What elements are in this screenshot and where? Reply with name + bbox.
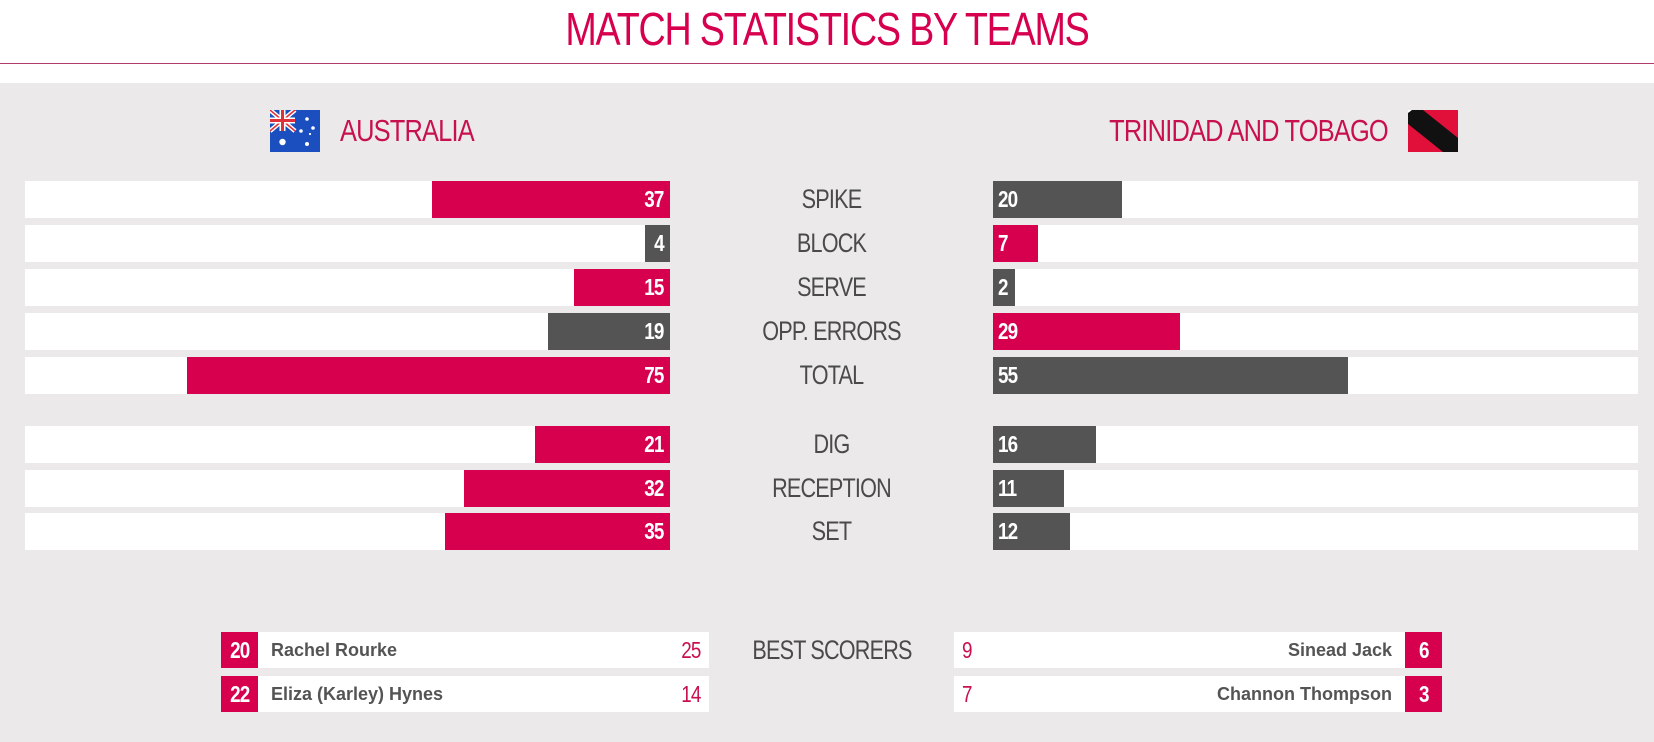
jersey-number: 20 — [229, 637, 250, 663]
stat-row-reception: 32 RECEPTION 11 — [25, 470, 1638, 507]
away-bar: 2 — [993, 269, 1015, 306]
home-value: 35 — [644, 518, 665, 544]
home-value: 4 — [654, 230, 664, 256]
player-name: Rachel Rourke — [271, 640, 398, 660]
home-value: 21 — [644, 431, 665, 457]
trinidad-and-tobago-flag-icon — [1408, 110, 1458, 152]
away-value: 12 — [998, 518, 1018, 544]
jersey-number-badge: 22 — [221, 676, 258, 712]
stat-row-dig: 21 DIG 16 — [25, 426, 1638, 463]
stat-row-block: 4 BLOCK 7 — [25, 225, 1638, 262]
stat-row-total: 75 TOTAL 55 — [25, 357, 1638, 394]
team-home-header: AUSTRALIA — [270, 110, 503, 152]
away-value: 11 — [998, 475, 1017, 501]
home-bar-track: 37 — [25, 181, 670, 218]
stat-row-spike: 37 SPIKE 20 — [25, 181, 1638, 218]
title-bar: MATCH STATISTICS BY TEAMS — [0, 0, 1654, 64]
away-value: 55 — [998, 362, 1018, 388]
away-bar-track: 2 — [993, 269, 1638, 306]
home-value: 75 — [644, 362, 665, 388]
away-bar: 55 — [993, 357, 1348, 394]
stat-row-opp-errors: 19 OPP. ERRORS 29 — [25, 313, 1638, 350]
stat-label: SERVE — [797, 272, 867, 302]
away-value: 29 — [998, 318, 1018, 344]
home-bar-track: 32 — [25, 470, 670, 507]
player-name: Sinead Jack — [1287, 640, 1392, 660]
home-value: 37 — [644, 186, 665, 212]
jersey-number-badge: 20 — [221, 632, 258, 668]
home-bar-track: 75 — [25, 357, 670, 394]
page-title: MATCH STATISTICS BY TEAMS — [565, 3, 1089, 55]
home-value: 19 — [644, 318, 665, 344]
jersey-number: 3 — [1418, 681, 1429, 707]
away-bar: 11 — [993, 470, 1064, 507]
away-bar-track: 11 — [993, 470, 1638, 507]
away-bar: 7 — [993, 225, 1038, 262]
best-scorers-label: BEST SCORERS — [752, 635, 912, 665]
away-bar: 20 — [993, 181, 1122, 218]
stat-label: DIG — [813, 429, 850, 459]
away-bar-track: 12 — [993, 513, 1638, 550]
stat-label: BLOCK — [796, 228, 867, 258]
away-scorer-row: 9 Sinead Jack 6 — [954, 632, 1442, 668]
stat-label: OPP. ERRORS — [762, 316, 901, 346]
home-bar: 35 — [445, 513, 670, 550]
stat-row-serve: 15 SERVE 2 — [25, 269, 1638, 306]
home-scorer-row: 22 Eliza (Karley) Hynes 14 — [221, 676, 709, 712]
home-bar-track: 19 — [25, 313, 670, 350]
team-away-name: TRINIDAD AND TOBAGO — [1109, 113, 1389, 148]
stat-label: RECEPTION — [772, 473, 892, 503]
home-value: 15 — [644, 274, 665, 300]
home-bar: 37 — [432, 181, 670, 218]
jersey-number: 6 — [1418, 637, 1429, 663]
away-bar-track: 16 — [993, 426, 1638, 463]
away-value: 2 — [998, 274, 1008, 300]
stat-row-set: 35 SET 12 — [25, 513, 1638, 550]
stat-label: TOTAL — [799, 360, 864, 390]
home-bar-track: 21 — [25, 426, 670, 463]
home-bar: 32 — [464, 470, 670, 507]
away-scorer-row: 7 Channon Thompson 3 — [954, 676, 1442, 712]
player-points: 9 — [962, 637, 972, 663]
australia-flag-icon — [270, 110, 320, 152]
away-bar: 16 — [993, 426, 1096, 463]
away-bar-track: 55 — [993, 357, 1638, 394]
stat-label: SPIKE — [801, 184, 862, 214]
away-value: 7 — [998, 230, 1008, 256]
jersey-number: 22 — [229, 681, 250, 707]
home-bar: 4 — [645, 225, 670, 262]
player-name: Channon Thompson — [1217, 684, 1392, 704]
player-points: 25 — [681, 637, 702, 663]
home-bar: 21 — [535, 426, 670, 463]
home-bar-track: 4 — [25, 225, 670, 262]
home-bar: 75 — [187, 357, 670, 394]
home-bar-track: 15 — [25, 269, 670, 306]
away-bar-track: 20 — [993, 181, 1638, 218]
home-value: 32 — [644, 475, 665, 501]
player-points: 14 — [681, 681, 702, 707]
away-value: 16 — [998, 431, 1018, 457]
away-bar: 29 — [993, 313, 1180, 350]
jersey-number-badge: 3 — [1405, 676, 1442, 712]
away-bar-track: 29 — [993, 313, 1638, 350]
home-bar: 19 — [548, 313, 670, 350]
team-away-header: TRINIDAD AND TOBAGO — [1048, 110, 1458, 152]
player-points: 7 — [962, 681, 972, 707]
team-home-name: AUSTRALIA — [340, 113, 475, 148]
player-name: Eliza (Karley) Hynes — [271, 684, 444, 704]
jersey-number-badge: 6 — [1405, 632, 1442, 668]
away-bar: 12 — [993, 513, 1070, 550]
home-scorer-row: 20 Rachel Rourke 25 — [221, 632, 709, 668]
away-bar-track: 7 — [993, 225, 1638, 262]
home-bar-track: 35 — [25, 513, 670, 550]
home-bar: 15 — [574, 269, 670, 306]
away-value: 20 — [998, 186, 1018, 212]
stat-label: SET — [811, 516, 852, 546]
